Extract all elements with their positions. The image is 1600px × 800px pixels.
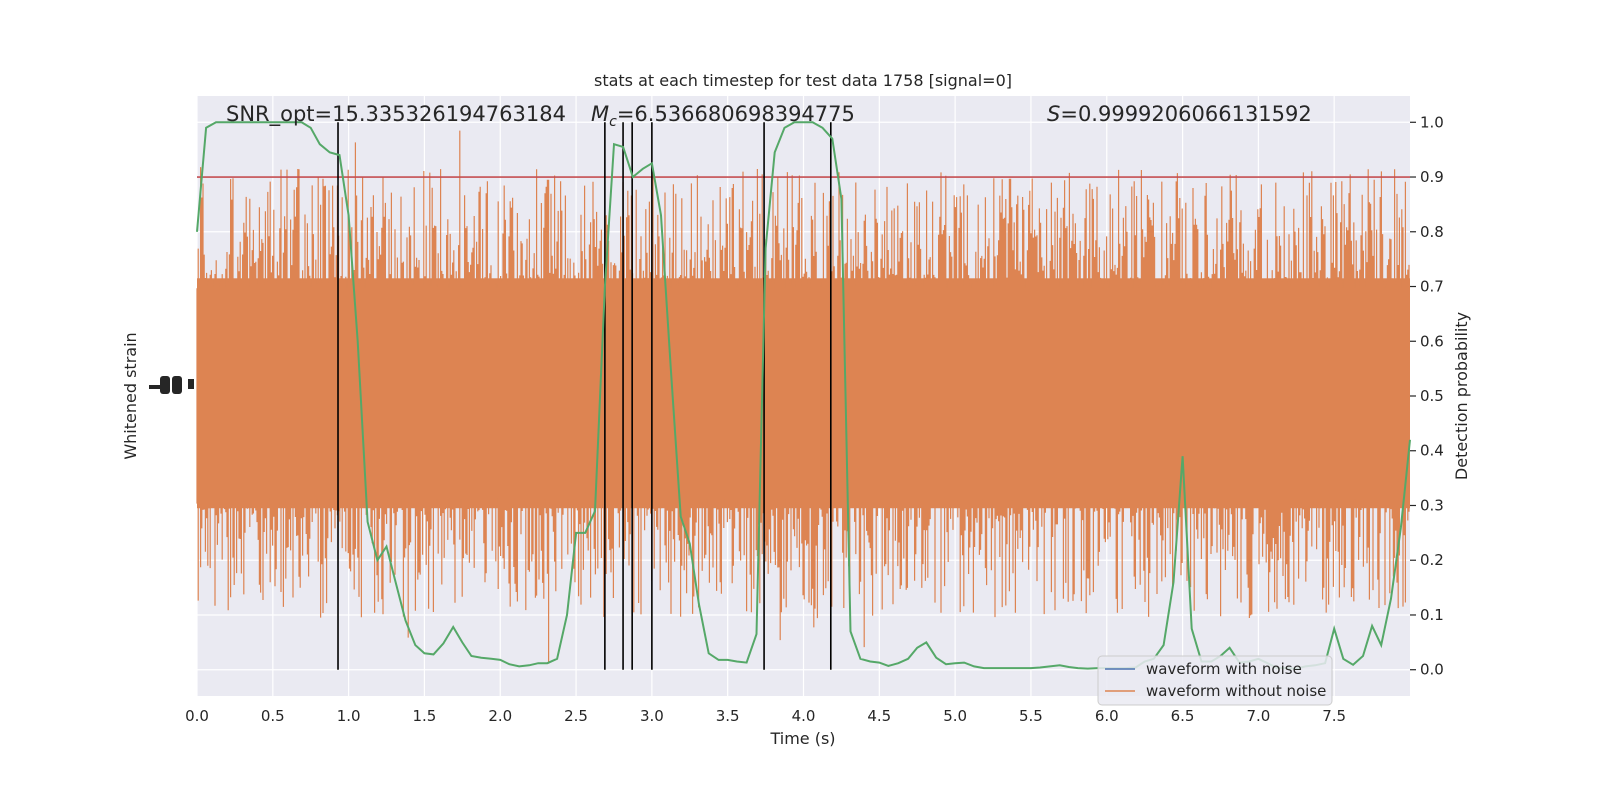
chirp-mass-annotation: Mc=6.536680698394775 — [591, 102, 855, 130]
x-tick-label-2: 1.0 — [337, 707, 361, 725]
legend-box — [1097, 655, 1333, 706]
legend: waveform with noise waveform without noi… — [1097, 655, 1333, 706]
chirp-mass-value: =6.536680698394775 — [617, 102, 855, 126]
legend-label-with-noise: waveform with noise — [1146, 660, 1302, 678]
snr-annotation: SNR_opt=15.335326194763184 — [226, 102, 566, 127]
x-tick-label-11: 5.5 — [1019, 707, 1043, 725]
x-axis-ticks: 0.0 0.5 1.0 1.5 2.0 2.5 3.0 3.5 4.0 4.5 5.0 5.5 6.0 6… — [185, 707, 1346, 725]
right-y-axis-label: Detection probability — [1452, 312, 1471, 480]
x-tick-label-0: 0.0 — [185, 707, 209, 725]
y-tick-label-5: 0.5 — [1420, 387, 1444, 405]
x-tick-label-12: 6.0 — [1095, 707, 1119, 725]
y-tick-label-2: 0.2 — [1420, 551, 1444, 569]
right-y-axis-ticks: 0.0 0.1 0.2 0.3 0.4 0.5 0.6 0.7 0.8 0.9 1.0 — [1410, 113, 1444, 679]
x-tick-label-14: 7.0 — [1246, 707, 1270, 725]
x-axis-label: Time (s) — [769, 729, 835, 748]
legend-label-without-noise: waveform without noise — [1146, 682, 1326, 700]
x-tick-label-15: 7.5 — [1322, 707, 1346, 725]
x-tick-label-5: 2.5 — [564, 707, 588, 725]
x-tick-label-3: 1.5 — [413, 707, 437, 725]
x-tick-label-4: 2.0 — [488, 707, 512, 725]
x-tick-label-8: 4.0 — [792, 707, 816, 725]
x-tick-label-13: 6.5 — [1171, 707, 1195, 725]
x-tick-label-9: 4.5 — [867, 707, 891, 725]
noise-waveform-path — [196, 130, 1410, 664]
y-tick-label-7: 0.7 — [1420, 278, 1444, 296]
s-annotation: S=0.9999206066131592 — [1047, 102, 1312, 126]
waveform-without-noise-series — [196, 130, 1410, 664]
x-tick-label-1: 0.5 — [261, 707, 285, 725]
left-y-axis-collapsed-ticks — [149, 376, 194, 394]
y-tick-label-1: 0.1 — [1420, 606, 1444, 624]
x-tick-label-10: 5.0 — [943, 707, 967, 725]
detection-markers — [337, 122, 832, 670]
left-tick-glyph-2 — [160, 376, 170, 394]
x-tick-label-6: 3.0 — [640, 707, 664, 725]
left-y-axis-label: Whitened strain — [121, 332, 140, 459]
chart-title: stats at each timestep for test data 175… — [594, 71, 1012, 90]
annotations: SNR_opt=15.335326194763184 Mc=6.53668069… — [226, 102, 1312, 130]
y-tick-label-0: 0.0 — [1420, 661, 1444, 679]
y-tick-label-10: 1.0 — [1420, 113, 1444, 131]
left-tick-glyph-3 — [172, 376, 182, 394]
y-tick-label-4: 0.4 — [1420, 442, 1444, 460]
s-value: =0.9999206066131592 — [1060, 102, 1311, 126]
y-tick-label-6: 0.6 — [1420, 332, 1444, 350]
y-tick-label-3: 0.3 — [1420, 496, 1444, 514]
x-tick-label-7: 3.5 — [716, 707, 740, 725]
left-tick-glyph-1 — [149, 385, 161, 389]
y-tick-label-9: 0.9 — [1420, 168, 1444, 186]
left-tick-glyph-4 — [188, 379, 194, 389]
y-tick-label-8: 0.8 — [1420, 223, 1444, 241]
